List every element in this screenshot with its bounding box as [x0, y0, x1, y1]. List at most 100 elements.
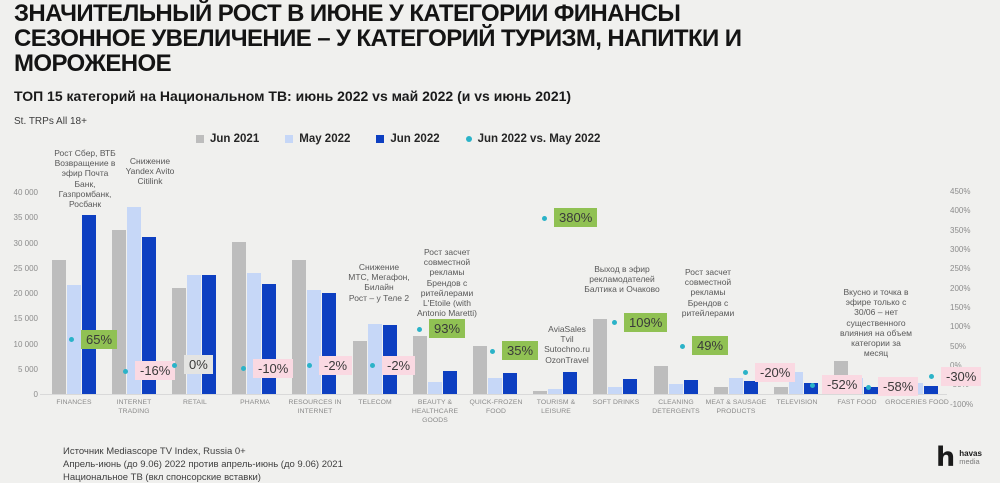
chart-annotation: Рост засчет совместной рекламы Брендов с…: [681, 267, 735, 318]
source-note: Источник Mediascope TV Index, Russia 0+ А…: [63, 446, 343, 483]
pct-change-dot: [680, 344, 685, 349]
bar-jun-2021: [232, 242, 246, 394]
havas-media-logo: h havas media: [936, 442, 982, 473]
bar-may-2022: [368, 324, 382, 394]
category-label: CLEANING DETERGENTS: [652, 399, 700, 415]
category-label: MEAT & SAUSAGE PRODUCTS: [705, 399, 767, 415]
category-label: QUICK-FROZEN FOOD: [469, 399, 523, 415]
pct-change-dot: [866, 385, 871, 390]
pct-change-dot: [241, 366, 246, 371]
source-note-line: Национальное ТВ (вкл спонсорские вставки…: [63, 471, 261, 483]
units-label: St. TRPs All 18+: [14, 116, 87, 127]
legend-label: Jun 2022 vs. May 2022: [477, 133, 601, 145]
bar-may-2022: [729, 378, 743, 394]
y-axis-tick-right: 50%: [950, 341, 967, 351]
category-label: TELEVISION: [776, 399, 818, 406]
y-axis-tick-left: 10 000: [13, 339, 38, 349]
legend-label: Jun 2022: [390, 133, 440, 145]
logo-brand-name: havas: [959, 448, 982, 458]
chart-annotation: AviaSales Tvil Sutochno.ru OzonTravel: [544, 324, 590, 365]
bar-jun-2021: [774, 387, 788, 394]
chart-legend: Jun 2021 May 2022 Jun 2022 Jun 2022 vs. May…: [196, 133, 600, 145]
pct-change-label: -30%: [941, 367, 982, 386]
bar-may-2022: [608, 387, 622, 394]
pct-change-dot: [490, 349, 495, 354]
y-axis-tick-right: 200%: [950, 283, 971, 293]
category-label: RESOURCES IN INTERNET: [288, 399, 342, 415]
y-axis-tick-left: 15 000: [13, 314, 38, 324]
y-axis-tick-right: 0%: [950, 361, 962, 370]
bar-jun-2021: [654, 366, 668, 394]
legend-square-swatch: [196, 135, 204, 143]
pct-change-label: 93%: [429, 319, 466, 338]
bar-may-2022: [548, 389, 562, 394]
category-label: BEAUTY & HEALTHCARE GOODS: [411, 399, 459, 424]
y-axis-tick-right: 350%: [950, 225, 971, 235]
legend-item: May 2022: [285, 133, 350, 145]
bar-may-2022: [127, 207, 141, 394]
pct-change-label: -10%: [253, 359, 294, 378]
y-axis-tick-left: 30 000: [13, 238, 38, 248]
legend-label: May 2022: [299, 133, 351, 145]
bar-jun-2021: [413, 336, 427, 394]
y-axis-tick-right: 150%: [950, 302, 971, 312]
y-axis-tick-right: 250%: [950, 264, 971, 274]
y-axis-tick-left: 35 000: [13, 213, 38, 223]
y-axis-tick-left: 25 000: [13, 263, 38, 273]
pct-change-dot: [612, 320, 617, 325]
category-label: INTERNET TRADING: [116, 399, 152, 415]
source-note-line: Источник Mediascope TV Index, Russia 0+: [63, 446, 246, 457]
bar-may-2022: [67, 285, 81, 394]
y-axis-tick-left: 40 000: [13, 188, 38, 197]
bar-may-2022: [488, 378, 502, 394]
bar-jun-2022: [744, 381, 758, 394]
chart-title: ТОП 15 категорий на Национальном ТВ: июн…: [14, 88, 572, 104]
chart-annotation: Рост Сбер, ВТБ Возвращение в эфир Почта …: [54, 148, 116, 209]
pct-change-dot: [123, 369, 128, 374]
bar-jun-2022: [503, 373, 517, 394]
pct-change-label: -2%: [319, 356, 353, 375]
pct-change-label: -16%: [135, 361, 176, 380]
y-axis-tick-left: 20 000: [13, 289, 38, 298]
category-label: RETAIL: [183, 399, 207, 406]
pct-change-label: -52%: [822, 375, 863, 394]
pct-change-dot: [417, 327, 422, 332]
bar-jun-2021: [292, 260, 306, 394]
bar-jun-2022: [563, 372, 577, 394]
bar-jun-2021: [714, 387, 728, 394]
pct-change-dot: [370, 363, 375, 368]
category-label: FAST FOOD: [837, 399, 877, 406]
bar-jun-2021: [52, 260, 66, 394]
logo-division-name: media: [959, 457, 980, 467]
pct-change-label: 65%: [81, 330, 118, 349]
bar-jun-2022: [924, 386, 938, 394]
legend-item: Jun 2022: [376, 133, 440, 145]
havas-logo-icon: h: [936, 442, 956, 473]
y-axis-tick-right: 300%: [950, 244, 971, 254]
pct-change-dot: [172, 363, 177, 368]
chart-annotation: Снижение МТС, Мегафон, Билайн Рост – у Т…: [348, 262, 410, 303]
pct-change-label: 49%: [692, 336, 729, 355]
pct-change-label: 35%: [502, 341, 539, 360]
legend-dot-swatch: [465, 136, 472, 142]
bar-jun-2022: [623, 379, 637, 394]
category-label: PHARMA: [240, 399, 270, 406]
bar-jun-2021: [112, 230, 126, 394]
category-label: SOFT DRINKS: [592, 399, 640, 406]
bar-jun-2022: [804, 383, 818, 394]
legend-item: Jun 2021: [196, 133, 259, 145]
bar-jun-2022: [322, 293, 336, 394]
bar-may-2022: [669, 384, 683, 394]
bar-jun-2022: [142, 237, 156, 394]
bar-may-2022: [187, 275, 201, 394]
y-axis-tick-right: 450%: [950, 186, 971, 196]
chart-annotation: Снижение Yandex Avito Citilink: [125, 156, 175, 187]
bar-jun-2021: [353, 341, 367, 394]
bar-jun-2021: [473, 346, 487, 394]
pct-change-label: 380%: [554, 208, 598, 227]
bar-jun-2022: [684, 380, 698, 394]
x-axis-line: [40, 394, 947, 395]
chart-annotation: Вкусно и точка в эфире только с 30/06 – …: [839, 287, 913, 359]
y-axis-tick-right: -100%: [950, 399, 974, 409]
